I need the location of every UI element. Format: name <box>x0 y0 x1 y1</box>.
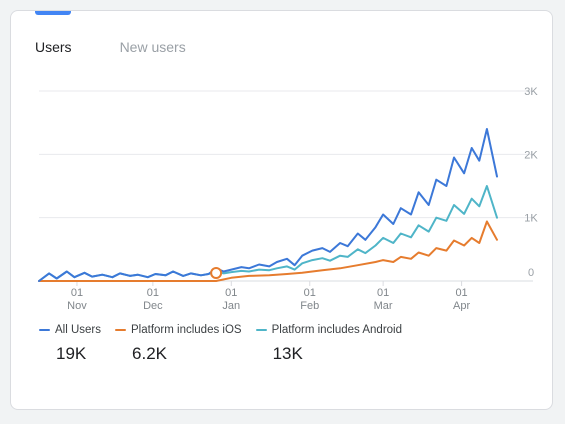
x-tick-day-5: 01 <box>455 287 467 299</box>
legend-value-android: 13K <box>272 344 303 363</box>
x-tick-month-2: Jan <box>222 300 240 311</box>
x-tick-day-3: 01 <box>304 287 316 299</box>
metric-tabs: Users New users <box>35 39 186 55</box>
x-tick-day-4: 01 <box>377 287 389 299</box>
x-tick-day-1: 01 <box>147 287 159 299</box>
legend-value-ios: 6.2K <box>132 344 167 363</box>
y-tick-label-2: 1K <box>524 213 538 225</box>
legend-item-android[interactable]: Platform includes Android 13K <box>255 324 402 364</box>
legend-value-all-users: 19K <box>56 344 87 363</box>
legend-text-android: Platform includes Android <box>271 324 402 336</box>
x-tick-day-2: 01 <box>225 287 237 299</box>
gridlines <box>39 90 533 282</box>
y-tick-label-0: 3K <box>524 86 538 98</box>
y-tick-label-1: 2K <box>524 149 538 161</box>
legend-swatch-all-users <box>39 329 50 331</box>
card-top-indicator <box>35 11 71 15</box>
legend-text-ios: Platform includes iOS <box>131 324 242 336</box>
legend-text-all-users: All Users <box>55 324 102 336</box>
tab-new-users[interactable]: New users <box>119 39 186 55</box>
y-tick-label-3: 0 <box>528 267 534 279</box>
x-tick-day-0: 01 <box>71 287 83 299</box>
x-tick-month-4: Mar <box>374 300 393 311</box>
legend-item-ios[interactable]: Platform includes iOS 6.2K <box>115 324 242 364</box>
series-lines <box>38 128 498 282</box>
users-overview-card: Users New users 3K 2K 1K 0 01 Nov 01 Dec 01 Jan 0… <box>10 10 553 410</box>
legend-swatch-android <box>255 329 267 331</box>
legend-label-android: Platform includes Android <box>255 324 402 336</box>
legend-label-all-users: All Users <box>39 324 101 336</box>
x-tick-month-3: Feb <box>300 300 319 311</box>
annotation-marker-layer <box>210 267 223 279</box>
legend-swatch-ios <box>115 329 127 331</box>
annotation-marker <box>210 267 223 279</box>
x-tick-month-5: Apr <box>453 300 470 311</box>
x-tick-month-0: Nov <box>67 300 87 311</box>
series-line-ios <box>38 220 498 282</box>
y-axis-tick-labels: 3K 2K 1K 0 <box>524 86 538 279</box>
tab-users[interactable]: Users <box>35 39 72 55</box>
series-line-all-users <box>38 128 498 282</box>
x-tick-month-1: Dec <box>143 300 163 311</box>
chart-legend: All Users 19K Platform includes iOS 6.2K… <box>39 324 402 364</box>
legend-label-ios: Platform includes iOS <box>115 324 242 336</box>
legend-item-all-users[interactable]: All Users 19K <box>39 324 101 364</box>
